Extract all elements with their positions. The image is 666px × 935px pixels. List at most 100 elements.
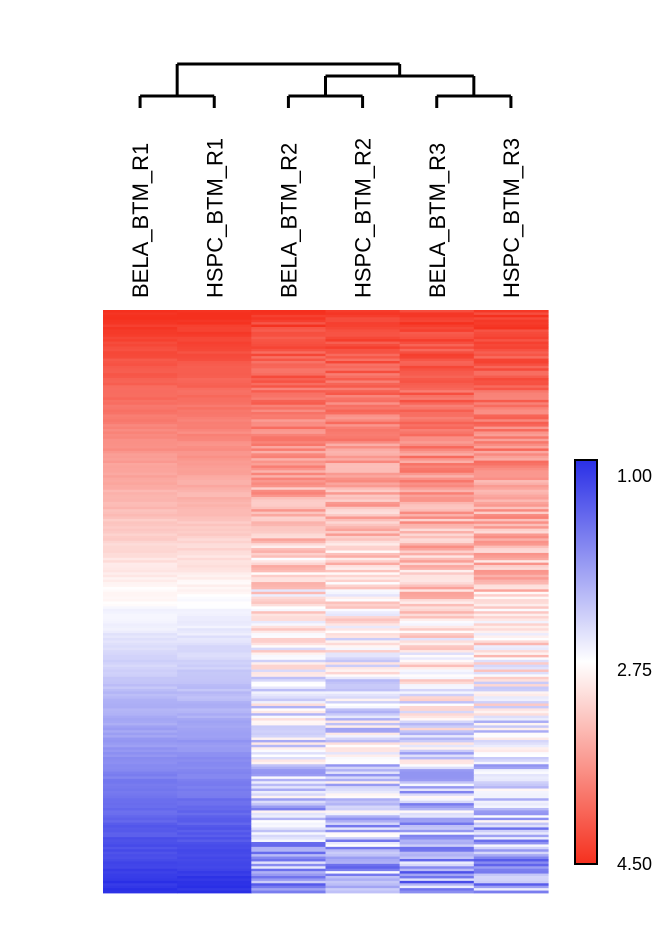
heatmap-cell	[251, 572, 327, 576]
heatmap-cell	[251, 744, 327, 748]
heatmap-cell	[251, 630, 327, 634]
heatmap-cell	[473, 637, 549, 641]
heatmap-cell	[325, 463, 401, 466]
heatmap-cell	[103, 873, 178, 877]
heatmap-cell	[177, 528, 252, 532]
heatmap-cell	[103, 416, 178, 420]
heatmap-body	[103, 310, 549, 894]
heatmap-cell	[103, 696, 178, 700]
heatmap-cell	[325, 489, 401, 493]
heatmap-cell	[251, 861, 327, 865]
heatmap-cell	[399, 800, 475, 804]
heatmap-cell	[473, 453, 549, 457]
heatmap-cell	[103, 523, 178, 527]
heatmap-cell	[251, 732, 327, 736]
heatmap-cell	[177, 477, 252, 481]
heatmap-cell	[473, 781, 549, 785]
heatmap-cell	[103, 361, 178, 364]
heatmap-cell	[325, 829, 401, 833]
heatmap-cell	[399, 443, 475, 447]
heatmap-cell	[103, 715, 178, 719]
heatmap-cell	[325, 336, 401, 340]
heatmap-cell	[473, 764, 549, 768]
heatmap-cell	[103, 380, 178, 384]
heatmap-cell	[251, 331, 327, 335]
heatmap-cell	[103, 567, 178, 571]
heatmap-cell	[177, 739, 252, 743]
heatmap-cell	[103, 781, 178, 785]
heatmap-cell	[103, 414, 178, 418]
heatmap-cell	[399, 727, 475, 731]
heatmap-cell	[473, 358, 549, 362]
heatmap-cell	[473, 562, 549, 566]
heatmap-cell	[103, 353, 178, 357]
heatmap-cell	[103, 623, 178, 627]
heatmap-cell	[251, 623, 327, 627]
heatmap-cell	[399, 373, 475, 376]
heatmap-cell	[473, 319, 549, 323]
heatmap-cell	[325, 742, 401, 746]
heatmap-cell	[251, 482, 327, 486]
heatmap-cell	[177, 725, 252, 729]
heatmap-cell	[103, 691, 178, 695]
heatmap-cell	[473, 790, 549, 794]
heatmap-cell	[177, 890, 252, 894]
heatmap-cell	[473, 497, 549, 500]
heatmap-cell	[325, 637, 401, 641]
heatmap-cell	[251, 844, 327, 848]
heatmap-cell	[177, 565, 252, 568]
heatmap-cell	[325, 722, 401, 726]
heatmap-cell	[473, 412, 549, 415]
heatmap-cell	[103, 319, 178, 323]
heatmap-cell	[399, 336, 475, 340]
heatmap-cell	[399, 319, 475, 323]
heatmap-cell	[251, 404, 327, 408]
heatmap-cell	[473, 533, 549, 537]
heatmap-cell	[473, 773, 549, 777]
heatmap-cell	[103, 407, 178, 410]
heatmap-cell	[325, 803, 401, 806]
heatmap-cell	[177, 499, 252, 503]
heatmap-cell	[177, 667, 252, 670]
heatmap-cell	[251, 718, 327, 721]
heatmap-cell	[473, 373, 549, 376]
heatmap-cell	[251, 815, 327, 819]
heatmap-cell	[251, 397, 327, 401]
heatmap-cell	[177, 688, 252, 692]
heatmap-cell	[251, 565, 327, 568]
heatmap-cell	[473, 854, 549, 857]
column-label: HSPC_BTM_R3	[499, 138, 524, 298]
heatmap-cell	[399, 509, 475, 513]
heatmap-cell	[399, 684, 475, 687]
heatmap-cell	[325, 455, 401, 459]
heatmap-cell	[251, 351, 327, 355]
heatmap-cell	[325, 314, 401, 318]
heatmap-cell	[251, 771, 327, 775]
heatmap-cell	[251, 501, 327, 505]
heatmap-cell	[325, 756, 401, 760]
heatmap-cell	[325, 849, 401, 853]
heatmap-cell	[325, 679, 401, 683]
heatmap-cell	[325, 499, 401, 503]
heatmap-cell	[325, 319, 401, 323]
heatmap-cell	[251, 805, 327, 809]
heatmap-cell	[251, 577, 327, 581]
heatmap-cell	[473, 669, 549, 673]
heatmap-cell	[399, 504, 475, 508]
heatmap-cell	[177, 761, 252, 765]
heatmap-cell	[325, 465, 401, 469]
heatmap-cell	[473, 365, 549, 369]
heatmap-cell	[325, 776, 401, 780]
heatmap-cell	[325, 715, 401, 719]
heatmap-cell	[103, 591, 178, 595]
heatmap-cell	[103, 628, 178, 632]
heatmap-cell	[251, 783, 327, 787]
heatmap-cell	[103, 664, 178, 668]
heatmap-cell	[325, 890, 401, 894]
heatmap-cell	[473, 652, 549, 656]
heatmap-cell	[177, 412, 252, 415]
heatmap-cell	[177, 399, 252, 403]
heatmap-cell	[473, 873, 549, 877]
heatmap-cell	[473, 688, 549, 692]
heatmap-cell	[177, 596, 252, 600]
